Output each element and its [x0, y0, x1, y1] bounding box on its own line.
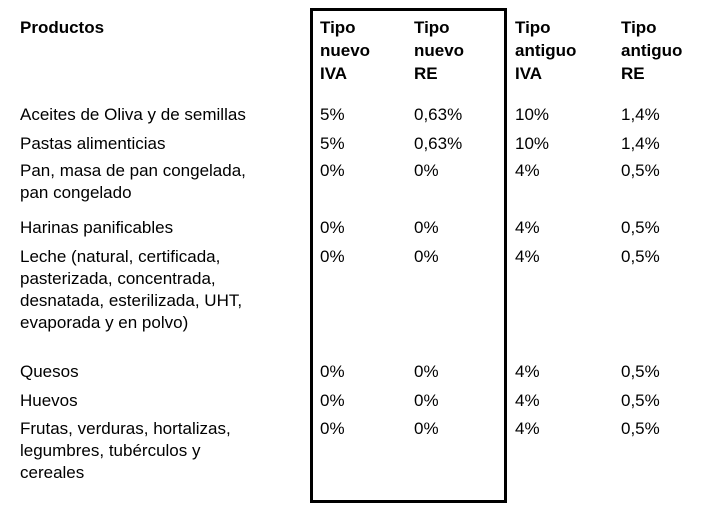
- cell-nuevo-iva: 0%: [320, 391, 345, 410]
- cell-nuevo-re: 0%: [414, 218, 439, 237]
- cell-producto: Frutas, verduras, hortalizas, legumbres,…: [20, 419, 231, 482]
- cell-antiguo-iva: 4%: [515, 247, 540, 266]
- cell-nuevo-iva: 0%: [320, 218, 345, 237]
- cell-nuevo-iva: 5%: [320, 105, 345, 124]
- cell-nuevo-re: 0,63%: [414, 105, 463, 124]
- cell-nuevo-re: 0%: [414, 419, 439, 438]
- cell-nuevo-re: 0%: [414, 391, 439, 410]
- header-antiguo-iva: Tipo antiguo IVA: [515, 18, 577, 83]
- cell-antiguo-re: 0,5%: [621, 247, 660, 266]
- cell-nuevo-iva: 0%: [320, 362, 345, 381]
- cell-producto: Harinas panificables: [20, 218, 174, 237]
- cell-nuevo-iva: 5%: [320, 134, 345, 153]
- header-nuevo-iva: Tipo nuevo IVA: [320, 18, 371, 83]
- cell-antiguo-iva: 4%: [515, 362, 540, 381]
- cell-antiguo-iva: 10%: [515, 134, 550, 153]
- cell-nuevo-re: 0%: [414, 161, 439, 180]
- header-antiguo-re: Tipo antiguo RE: [621, 18, 683, 83]
- cell-antiguo-iva: 4%: [515, 391, 540, 410]
- cell-antiguo-iva: 4%: [515, 218, 540, 237]
- cell-producto: Pan, masa de pan congelada, pan congelad…: [20, 161, 246, 202]
- highlight-frame-new-rates: [310, 8, 507, 503]
- cell-producto: Huevos: [20, 391, 78, 410]
- cell-nuevo-iva: 0%: [320, 161, 345, 180]
- cell-producto: Pastas alimenticias: [20, 134, 166, 153]
- cell-antiguo-re: 0,5%: [621, 218, 660, 237]
- cell-antiguo-iva: 4%: [515, 161, 540, 180]
- cell-antiguo-re: 0,5%: [621, 419, 660, 438]
- cell-antiguo-iva: 10%: [515, 105, 550, 124]
- cell-nuevo-iva: 0%: [320, 247, 345, 266]
- cell-antiguo-re: 1,4%: [621, 105, 660, 124]
- header-productos: Productos: [20, 18, 105, 37]
- cell-producto: Aceites de Oliva y de semillas: [20, 105, 246, 124]
- cell-antiguo-re: 0,5%: [621, 391, 660, 410]
- cell-antiguo-iva: 4%: [515, 419, 540, 438]
- cell-producto: Quesos: [20, 362, 79, 381]
- cell-nuevo-iva: 0%: [320, 419, 345, 438]
- cell-nuevo-re: 0,63%: [414, 134, 463, 153]
- cell-antiguo-re: 0,5%: [621, 362, 660, 381]
- cell-antiguo-re: 0,5%: [621, 161, 660, 180]
- cell-antiguo-re: 1,4%: [621, 134, 660, 153]
- cell-nuevo-re: 0%: [414, 247, 439, 266]
- header-nuevo-re: Tipo nuevo RE: [414, 18, 465, 83]
- cell-nuevo-re: 0%: [414, 362, 439, 381]
- cell-producto: Leche (natural, certificada, pasterizada…: [20, 247, 243, 332]
